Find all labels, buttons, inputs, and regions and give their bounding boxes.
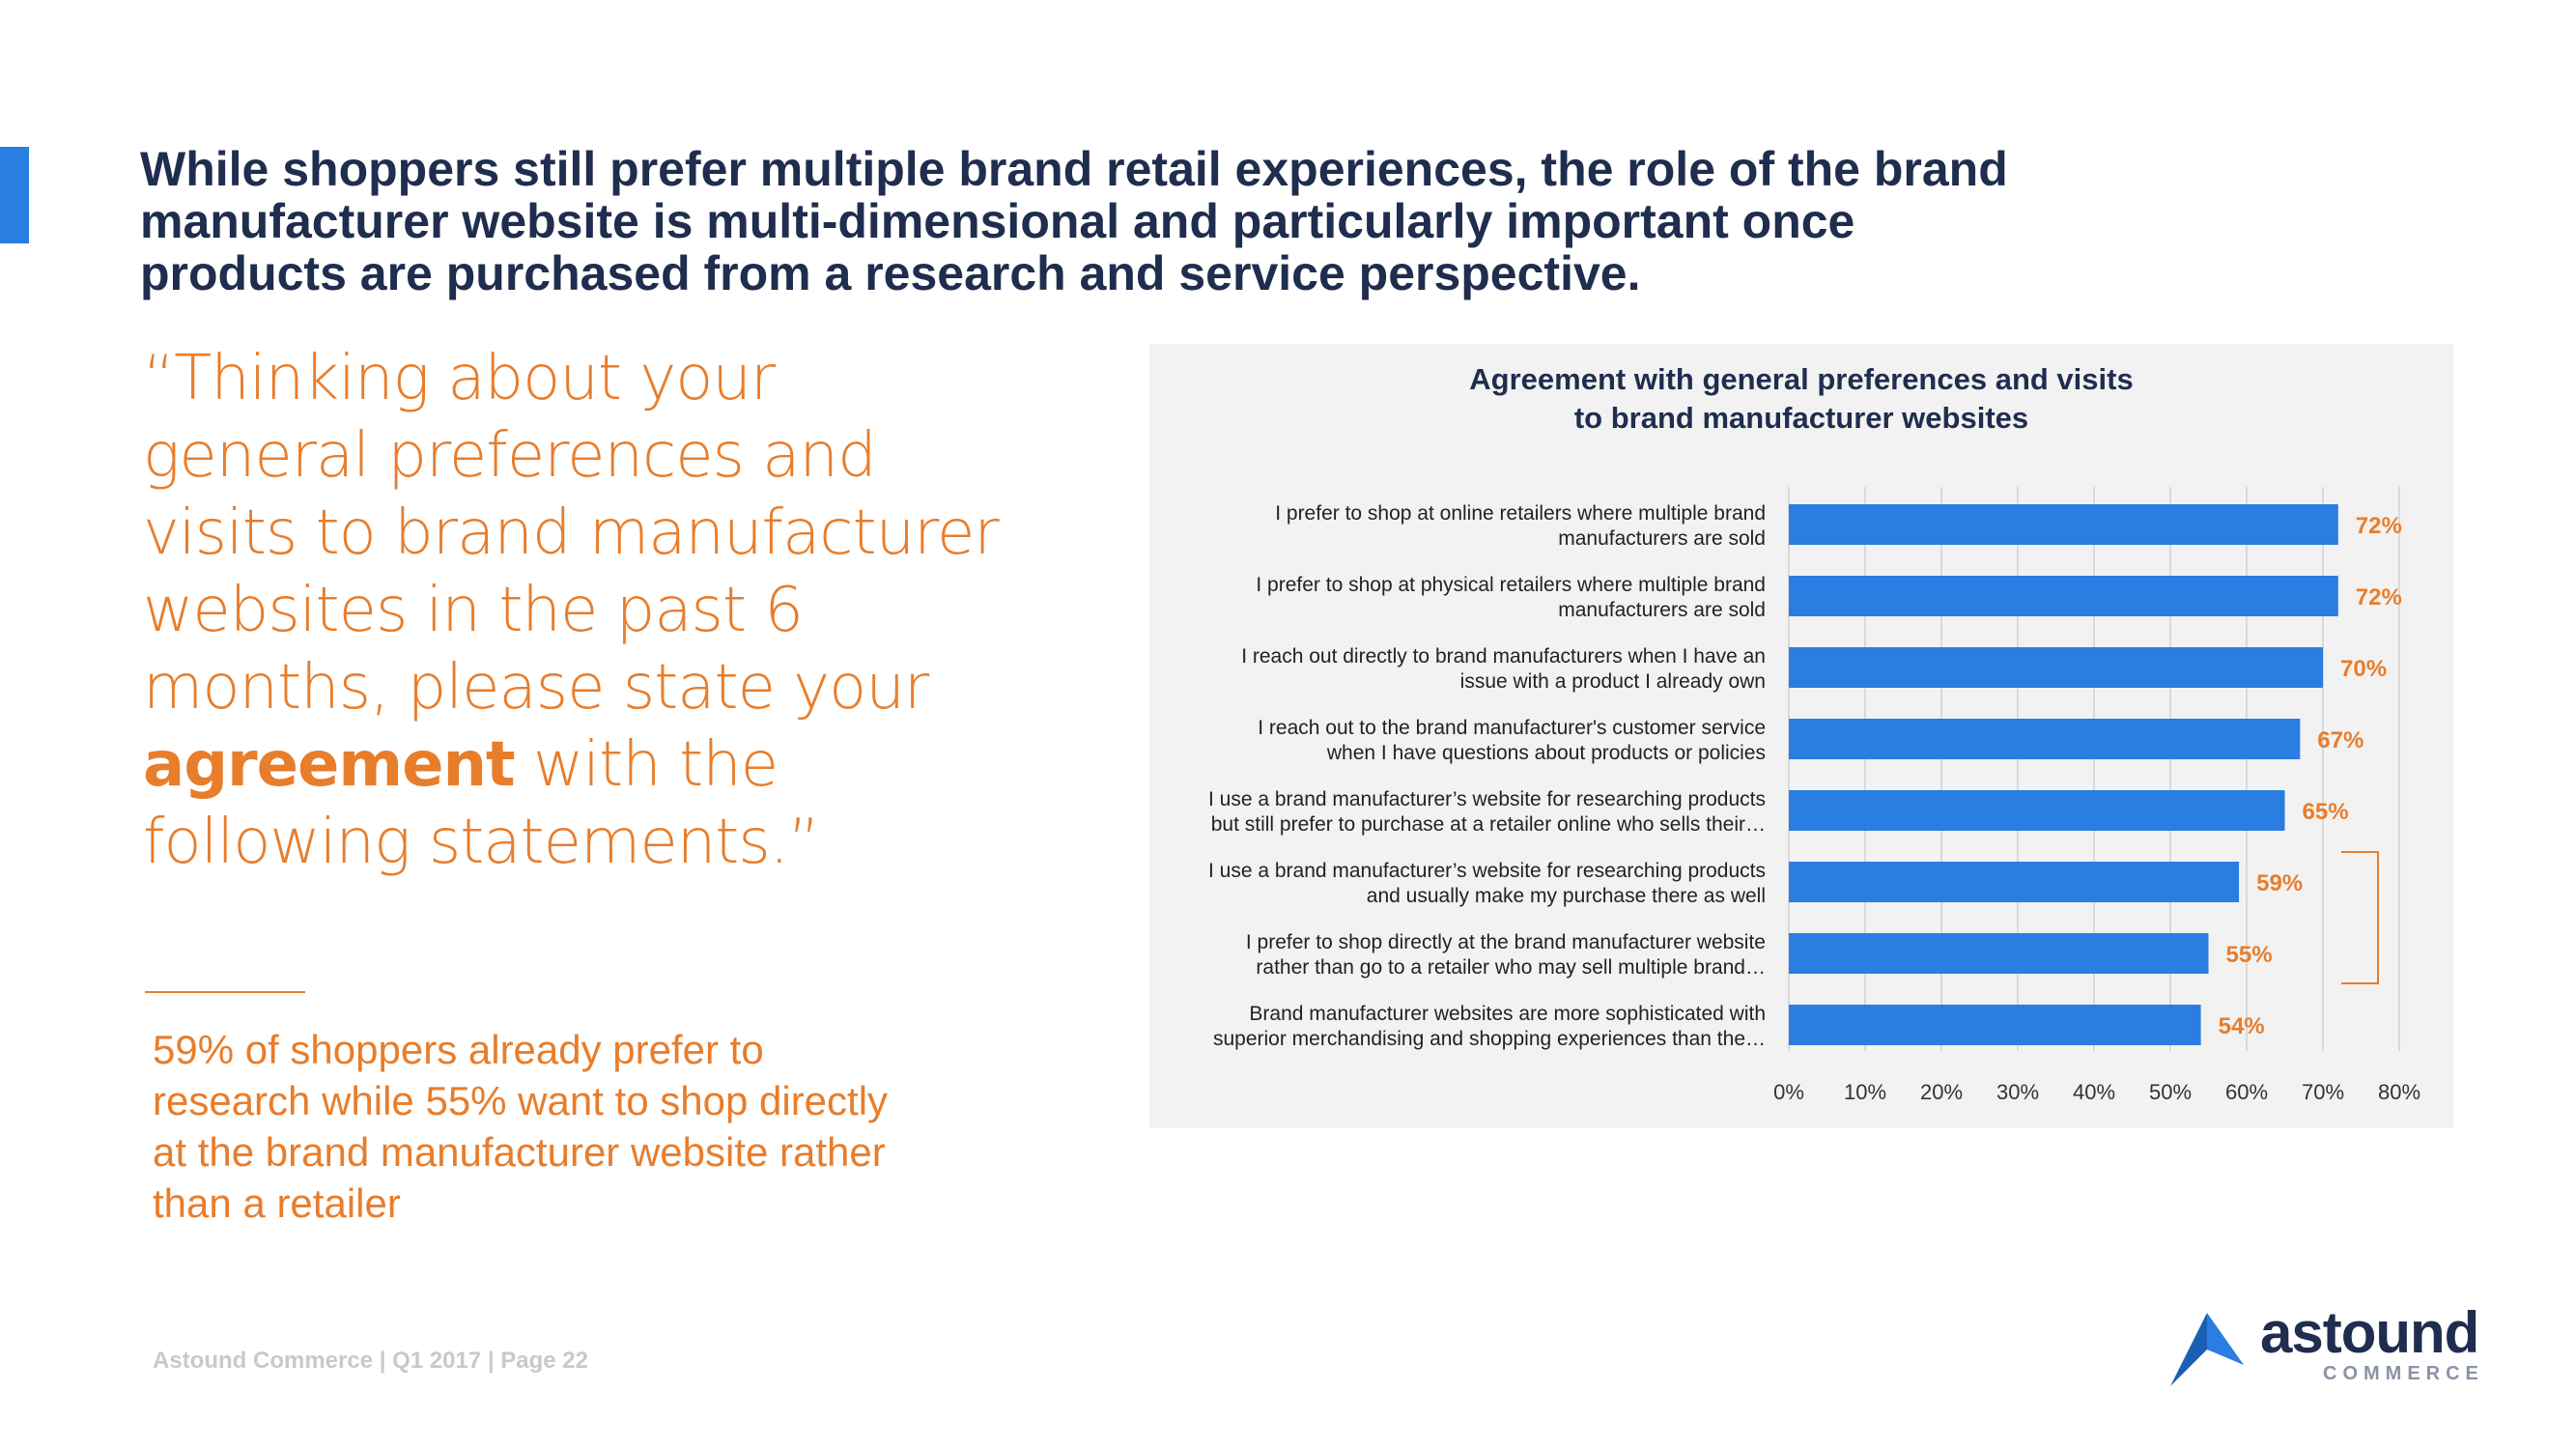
chart-title-line: to brand manufacturer websites <box>1574 401 2028 435</box>
bar <box>1789 862 2240 902</box>
logo-subtitle: COMMERCE <box>2323 1363 2484 1384</box>
category-label: I use a brand manufacturer’s website for… <box>1208 788 1766 810</box>
category-label: I reach out directly to brand manufactur… <box>1241 645 1766 668</box>
divider <box>145 991 305 993</box>
bar <box>1789 790 2285 831</box>
category-label: I prefer to shop at online retailers whe… <box>1275 502 1766 525</box>
question-emphasis: agreement <box>143 729 516 801</box>
category-label: I prefer to shop at physical retailers w… <box>1256 574 1766 596</box>
x-tick-label: 50% <box>2149 1080 2192 1104</box>
category-label: manufacturers are sold <box>1558 527 1766 550</box>
x-tick-label: 40% <box>2073 1080 2115 1104</box>
category-label: rather than go to a retailer who may sel… <box>1256 956 1766 979</box>
data-label: 72% <box>2356 584 2402 611</box>
survey-question: “Thinking about your general preferences… <box>143 340 1012 881</box>
category-label: I prefer to shop directly at the brand m… <box>1246 931 1766 953</box>
logo-triangle-icon <box>2170 1313 2244 1386</box>
category-label: when I have questions about products or … <box>1326 742 1766 764</box>
bar <box>1789 933 2209 974</box>
chart-panel: Agreement with general preferences and v… <box>1149 344 2453 1128</box>
category-label: I use a brand manufacturer’s website for… <box>1208 860 1766 882</box>
bar-chart: Agreement with general preferences and v… <box>1208 362 2420 1104</box>
logo-word: astound <box>2260 1300 2479 1365</box>
question-text-start: “Thinking about your general preferences… <box>143 343 1000 724</box>
data-label: 70% <box>2340 656 2387 682</box>
category-label: superior merchandising and shopping expe… <box>1213 1028 1766 1050</box>
chart-title-line: Agreement with general preferences and v… <box>1469 362 2133 396</box>
bar <box>1789 647 2323 688</box>
x-tick-label: 20% <box>1920 1080 1963 1104</box>
category-label: but still prefer to purchase at a retail… <box>1211 813 1766 836</box>
data-label: 65% <box>2303 799 2349 825</box>
bar <box>1789 576 2338 616</box>
category-label: manufacturers are sold <box>1558 599 1766 621</box>
question-text-end: with the following statements.” <box>143 729 820 878</box>
x-tick-label: 30% <box>1996 1080 2039 1104</box>
insight-text: 59% of shoppers already prefer to resear… <box>153 1027 889 1226</box>
data-label: 55% <box>2226 942 2273 968</box>
category-label: I reach out to the brand manufacturer's … <box>1258 717 1766 739</box>
x-tick-label: 60% <box>2225 1080 2268 1104</box>
x-tick-label: 80% <box>2378 1080 2420 1104</box>
data-label: 59% <box>2256 870 2303 896</box>
footer-text: Astound Commerce | Q1 2017 | Page 22 <box>153 1348 588 1374</box>
highlight-bracket <box>2341 851 2379 984</box>
category-label: and usually make my purchase there as we… <box>1367 885 1766 907</box>
bar <box>1789 504 2338 545</box>
page-headline: While shoppers still prefer multiple bra… <box>140 142 2008 300</box>
category-label: issue with a product I already own <box>1460 670 1766 693</box>
x-tick-label: 70% <box>2302 1080 2344 1104</box>
data-label: 67% <box>2317 727 2364 753</box>
x-tick-label: 10% <box>1844 1080 1886 1104</box>
x-tick-label: 0% <box>1773 1080 1804 1104</box>
astound-logo: astound COMMERCE <box>2168 1299 2479 1406</box>
data-label: 54% <box>2219 1013 2265 1039</box>
bar <box>1789 719 2301 759</box>
accent-bar <box>0 147 29 243</box>
category-label: Brand manufacturer websites are more sop… <box>1249 1003 1766 1025</box>
data-label: 72% <box>2356 513 2402 539</box>
bar <box>1789 1005 2201 1045</box>
